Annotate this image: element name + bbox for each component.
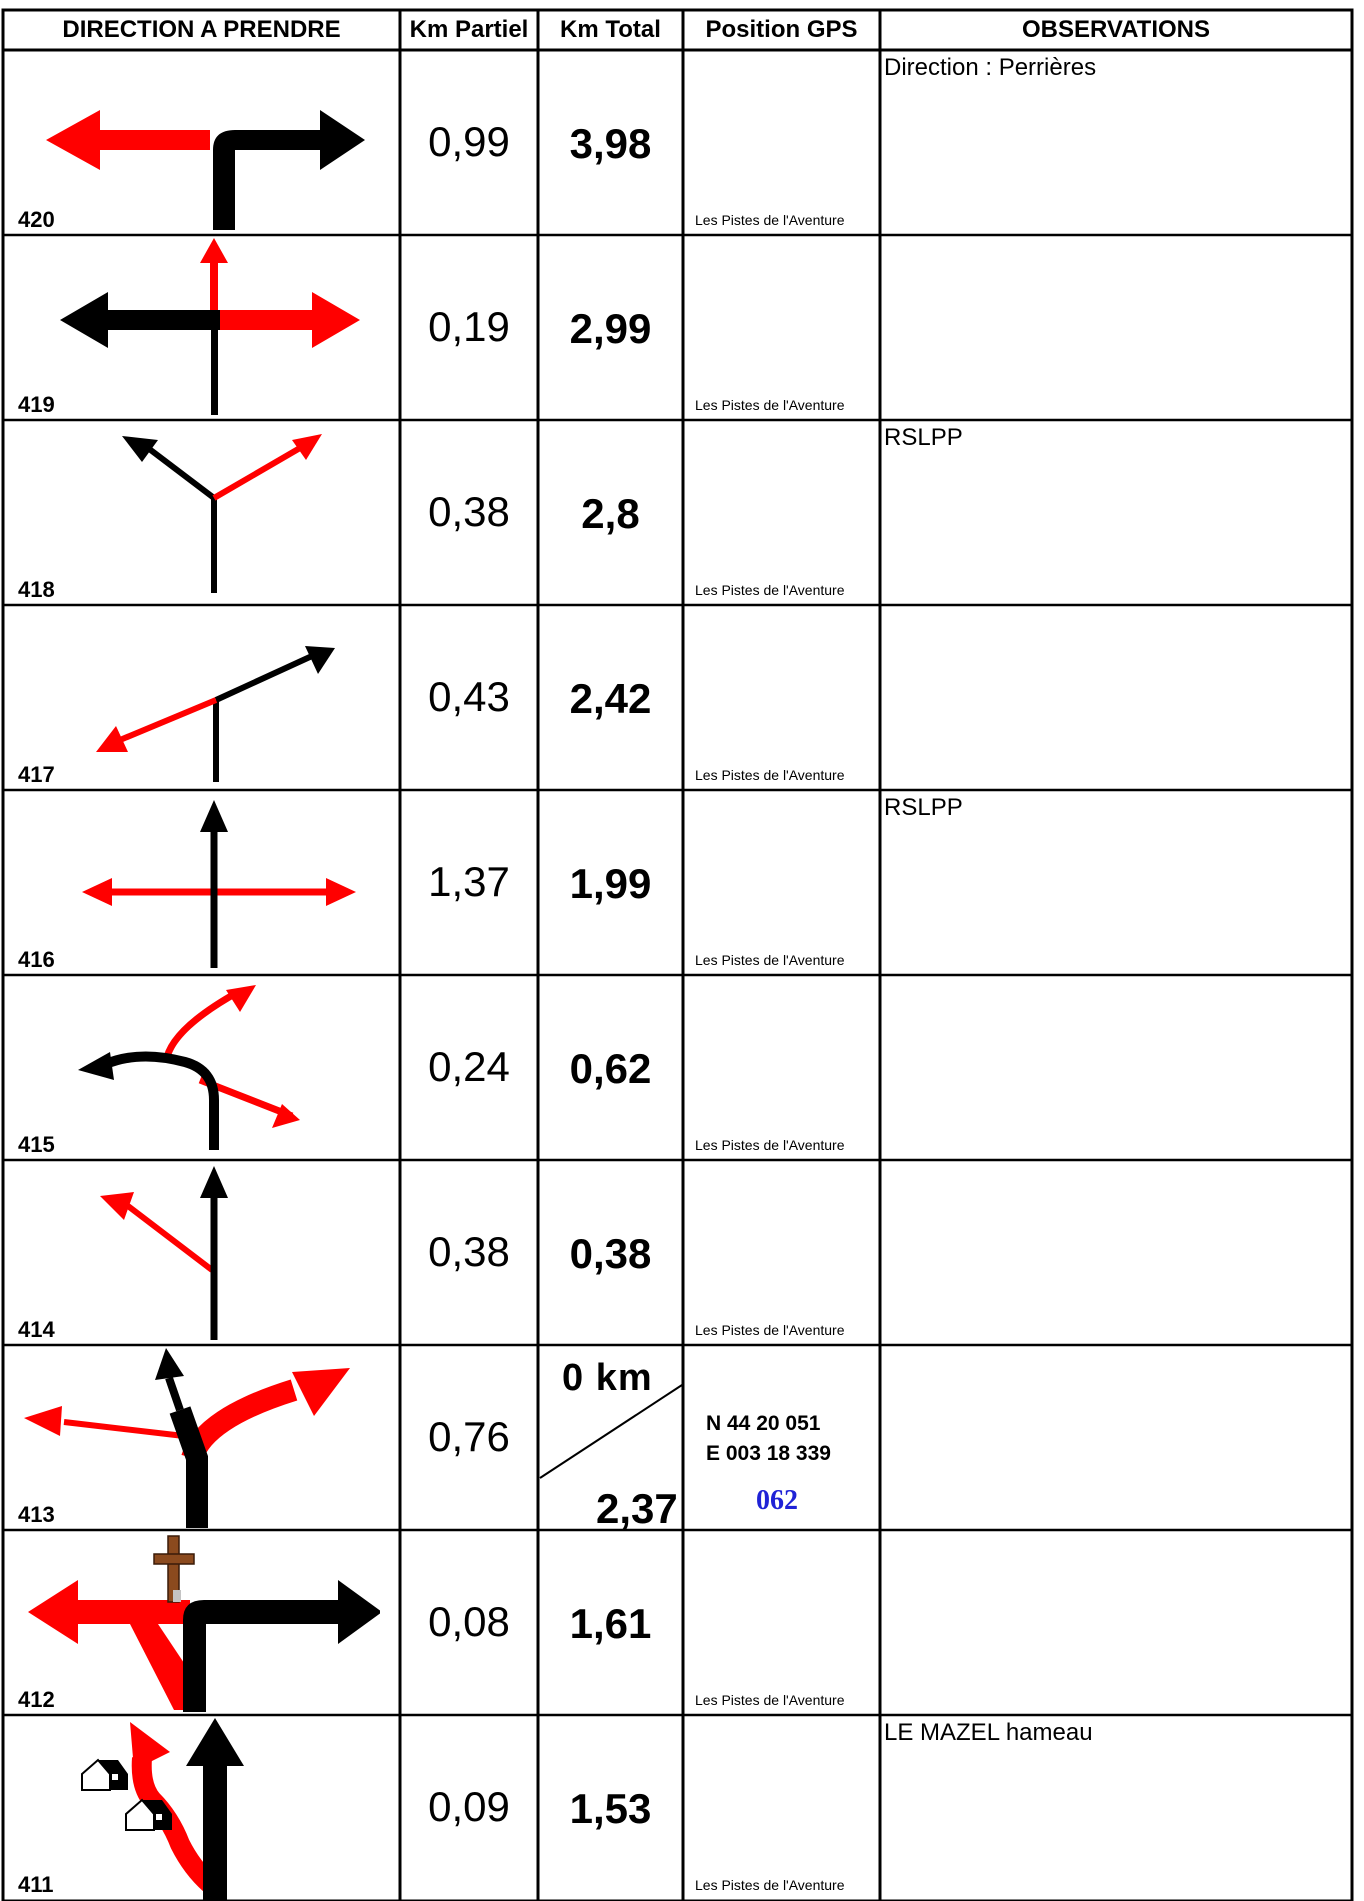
hamlet-left-red-arrow-icon (81, 1718, 244, 1901)
waypoint-number: 062 (756, 1485, 798, 1516)
brand-text: Les Pistes de l'Aventure (695, 397, 845, 413)
km-partiel: 0,09 (428, 1783, 510, 1830)
km-partiel: 0,76 (428, 1413, 510, 1460)
instruction-number: 414 (18, 1317, 55, 1342)
header-km-total: Km Total (560, 16, 661, 43)
km-total: 0,62 (569, 1045, 652, 1092)
header-direction: DIRECTION A PRENDRE (62, 16, 341, 43)
brand-text: Les Pistes de l'Aventure (695, 212, 845, 228)
km-partiel: 0,99 (428, 118, 510, 165)
instruction-number: 420 (18, 207, 55, 232)
observation: RSLPP (884, 794, 963, 821)
gps-east: E 003 18 339 (706, 1442, 831, 1465)
observation: LE MAZEL hameau (884, 1719, 1093, 1746)
brand-text: Les Pistes de l'Aventure (695, 582, 845, 598)
instruction-number: 416 (18, 947, 55, 972)
cross-left-red-arrow-icon (28, 1535, 380, 1712)
house-icon (125, 1798, 172, 1831)
brand-text: Les Pistes de l'Aventure (695, 1137, 845, 1153)
header-observations: OBSERVATIONS (1021, 16, 1211, 43)
brand-text: Les Pistes de l'Aventure (695, 1877, 845, 1893)
instruction-number: 413 (18, 1502, 55, 1527)
brand-text: Les Pistes de l'Aventure (695, 1322, 845, 1338)
multi-fork-arrow-icon (78, 985, 300, 1150)
km-total-reset: 0 km (562, 1357, 653, 1399)
observation: RSLPP (884, 424, 963, 451)
km-total: 2,42 (569, 675, 652, 722)
km-total: 1,61 (569, 1600, 652, 1647)
km-total: 2,37 (596, 1485, 678, 1532)
km-total: 0,38 (569, 1230, 652, 1277)
crossroad-right-red-arrow-icon (60, 238, 360, 415)
instruction-number: 411 (18, 1872, 54, 1897)
brand-text: Les Pistes de l'Aventure (695, 767, 845, 783)
km-partiel: 0,19 (428, 303, 510, 350)
km-total: 1,53 (569, 1785, 652, 1832)
header-km-partiel: Km Partiel (409, 16, 529, 43)
instruction-number: 419 (18, 392, 55, 417)
km-partiel: 0,08 (428, 1598, 510, 1645)
gps-north: N 44 20 051 (706, 1412, 821, 1435)
brand-text: Les Pistes de l'Aventure (695, 1692, 845, 1708)
km-total: 1,99 (569, 860, 652, 907)
bear-right-red-arrow-icon (24, 1348, 350, 1528)
straight-with-left-branch-arrow-icon (100, 1166, 228, 1340)
instruction-number: 415 (18, 1132, 55, 1157)
junction-left-red-arrow-icon (96, 646, 335, 782)
km-total: 2,8 (581, 490, 640, 537)
km-partiel: 0,43 (428, 673, 510, 720)
house-icon (81, 1758, 128, 1791)
km-total: 2,99 (569, 305, 652, 352)
brand-text: Les Pistes de l'Aventure (695, 952, 845, 968)
instruction-number: 418 (18, 577, 55, 602)
turn-left-red-arrow-icon (46, 110, 365, 230)
km-total: 3,98 (569, 120, 652, 167)
km-partiel: 1,37 (428, 858, 510, 905)
instruction-number: 412 (18, 1687, 55, 1712)
header-gps: Position GPS (705, 16, 858, 43)
fork-right-red-arrow-icon (122, 434, 322, 593)
km-partiel: 0,38 (428, 488, 510, 535)
observation: Direction : Perrières (884, 54, 1097, 81)
instruction-number: 417 (18, 762, 55, 787)
km-partiel: 0,24 (428, 1043, 510, 1090)
km-partiel: 0,38 (428, 1228, 510, 1275)
crossroad-straight-arrow-icon (82, 800, 356, 968)
